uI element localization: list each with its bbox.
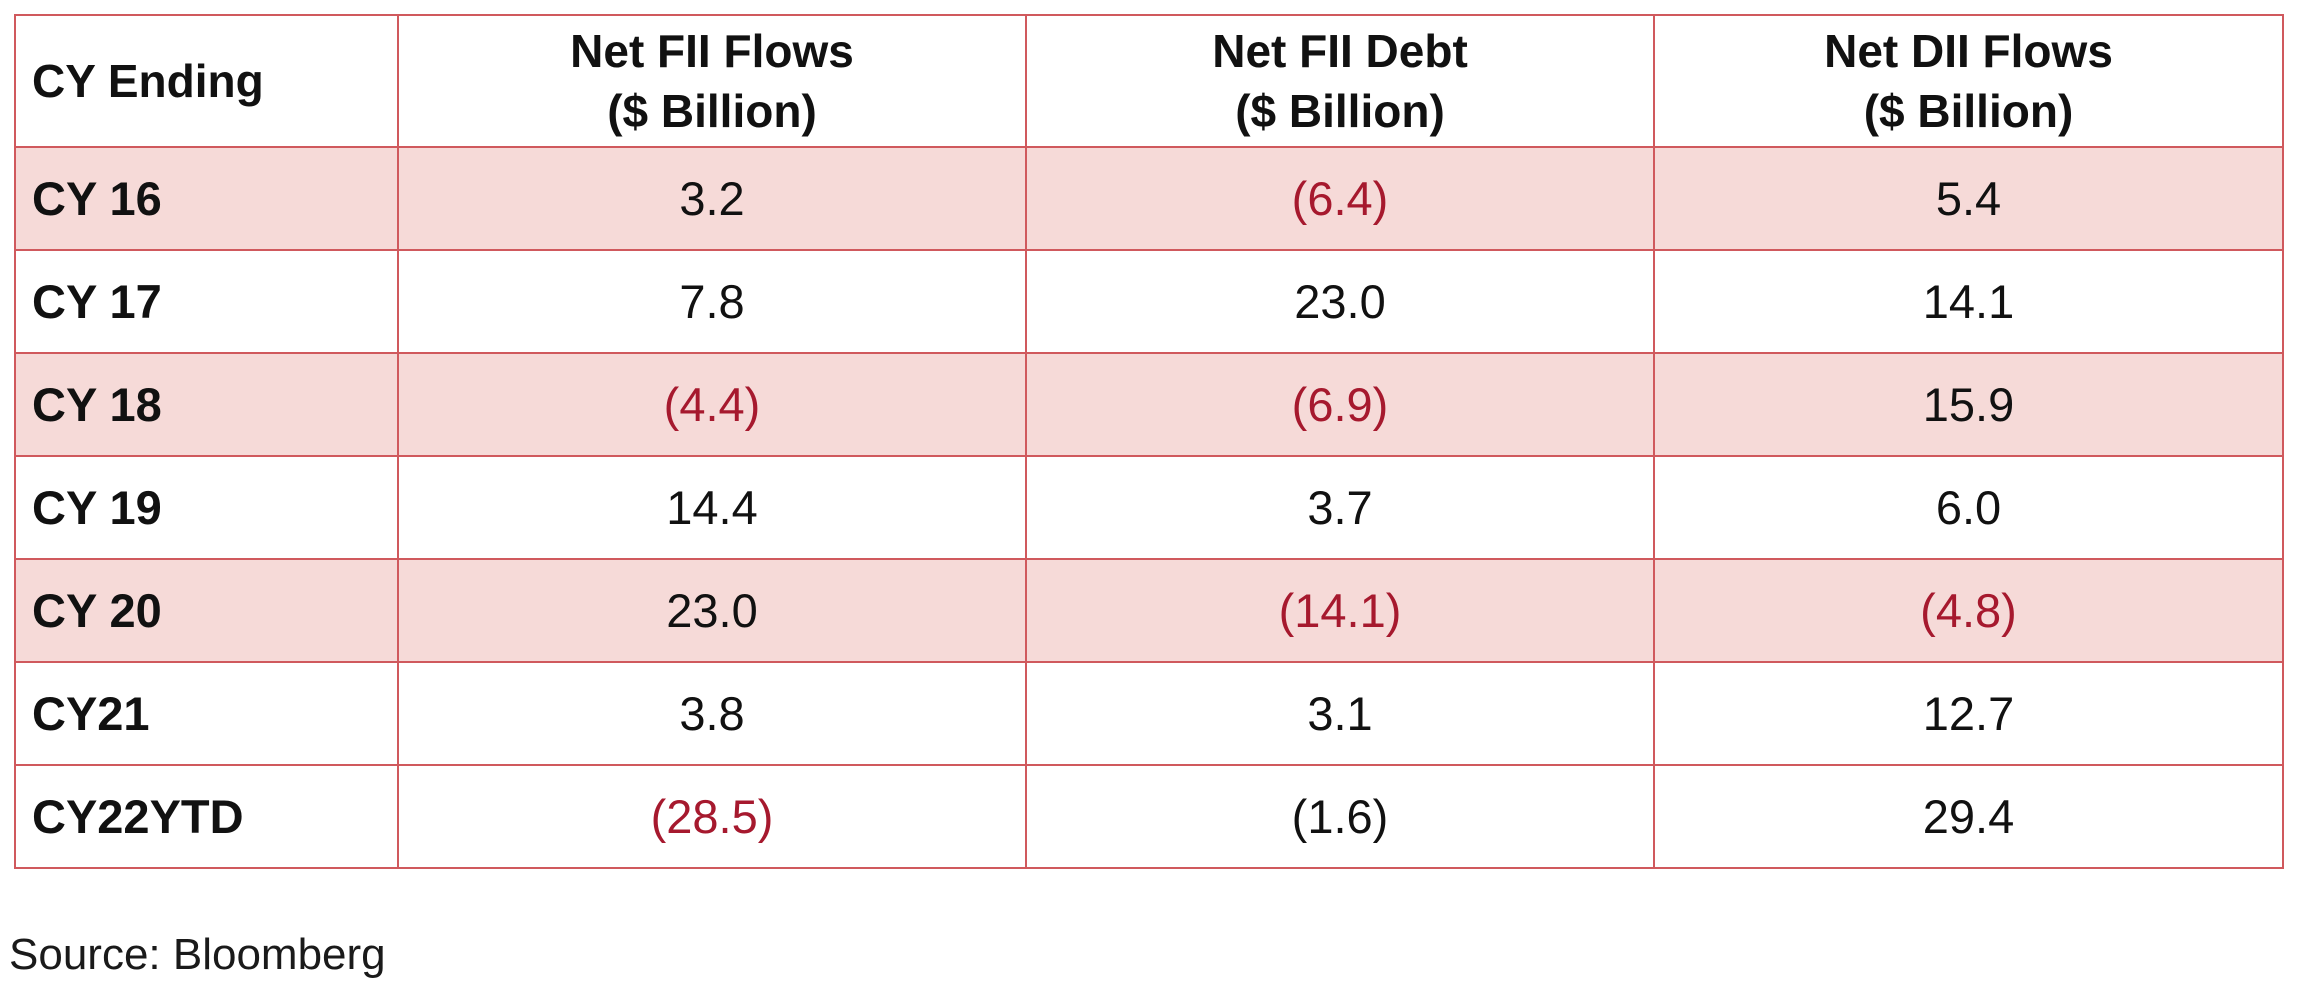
cell-net-fii-debt: (6.4) [1025,146,1655,251]
cell-net-dii-flows: 5.4 [1653,146,2284,251]
table-row: CY21 3.8 3.1 12.7 [14,661,2284,766]
header-cy-ending-label: CY Ending [32,55,264,107]
table-header-row: CY Ending Net FII Flows ($ Billion) Net … [14,14,2284,148]
table-row: CY 17 7.8 23.0 14.1 [14,249,2284,354]
flows-table-container: CY Ending Net FII Flows ($ Billion) Net … [14,14,2284,869]
cell-net-fii-debt: 3.7 [1025,455,1655,560]
cell-net-fii-flows: 3.8 [397,661,1027,766]
row-label: CY22YTD [14,764,399,869]
header-net-fii-debt-line1: Net FII Debt [1212,25,1468,77]
cell-net-fii-flows: (28.5) [397,764,1027,869]
source-note: Source: Bloomberg [9,930,386,979]
table-row: CY 18 (4.4) (6.9) 15.9 [14,352,2284,457]
table-row: CY 20 23.0 (14.1) (4.8) [14,558,2284,663]
cell-net-dii-flows: 29.4 [1653,764,2284,869]
cell-net-fii-debt: (14.1) [1025,558,1655,663]
header-net-fii-flows: Net FII Flows ($ Billion) [397,14,1027,148]
table-row: CY 16 3.2 (6.4) 5.4 [14,146,2284,251]
cell-net-fii-debt: (1.6) [1025,764,1655,869]
header-net-dii-flows-line2: ($ Billion) [1863,85,2074,137]
header-net-fii-flows-line1: Net FII Flows [570,25,854,77]
header-net-dii-flows-line1: Net DII Flows [1824,25,2113,77]
cell-net-fii-flows: 14.4 [397,455,1027,560]
header-net-dii-flows: Net DII Flows ($ Billion) [1653,14,2284,148]
cell-net-dii-flows: 14.1 [1653,249,2284,354]
cell-net-fii-flows: 3.2 [397,146,1027,251]
cell-net-dii-flows: (4.8) [1653,558,2284,663]
header-net-fii-debt-line2: ($ Billion) [1235,85,1445,137]
row-label: CY 17 [14,249,399,354]
header-net-fii-debt: Net FII Debt ($ Billion) [1025,14,1655,148]
row-label: CY 16 [14,146,399,251]
cell-net-fii-debt: (6.9) [1025,352,1655,457]
cell-net-fii-flows: 23.0 [397,558,1027,663]
cell-net-fii-flows: 7.8 [397,249,1027,354]
cell-net-fii-debt: 23.0 [1025,249,1655,354]
table-row: CY22YTD (28.5) (1.6) 29.4 [14,764,2284,869]
cell-net-fii-debt: 3.1 [1025,661,1655,766]
row-label: CY 20 [14,558,399,663]
row-label: CY 19 [14,455,399,560]
header-net-fii-flows-line2: ($ Billion) [607,85,817,137]
row-label: CY21 [14,661,399,766]
cell-net-fii-flows: (4.4) [397,352,1027,457]
table-row: CY 19 14.4 3.7 6.0 [14,455,2284,560]
row-label: CY 18 [14,352,399,457]
header-cy-ending: CY Ending [14,14,399,148]
flows-table: CY Ending Net FII Flows ($ Billion) Net … [14,14,2284,869]
cell-net-dii-flows: 12.7 [1653,661,2284,766]
cell-net-dii-flows: 6.0 [1653,455,2284,560]
cell-net-dii-flows: 15.9 [1653,352,2284,457]
table-body: CY 16 3.2 (6.4) 5.4 CY 17 7.8 23.0 14.1 CY 18 (4.… [14,146,2284,869]
